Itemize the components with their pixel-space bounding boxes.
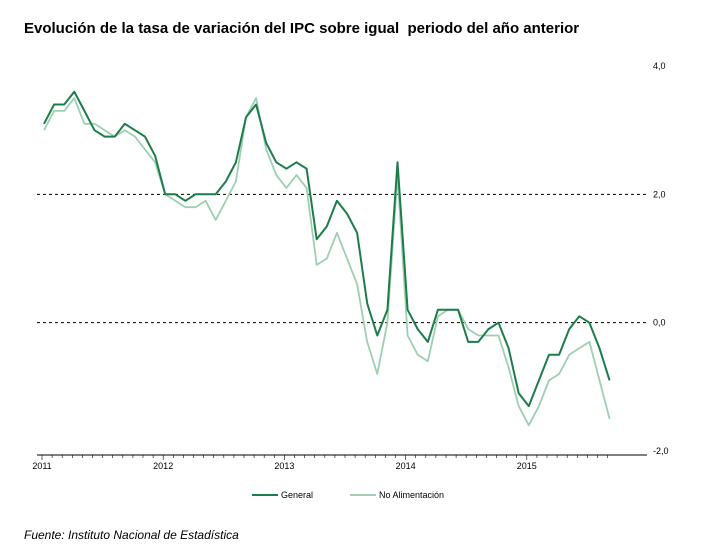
y-tick-label: 0,0 bbox=[653, 318, 666, 328]
y-axis: 4,0 2,0 0,0 -2,0 bbox=[653, 61, 669, 456]
y-tick-label: 4,0 bbox=[653, 61, 666, 71]
legend: General No Alimentación bbox=[252, 490, 444, 500]
series-lines bbox=[43, 90, 611, 427]
x-axis: 2011 2012 2013 2014 2015 bbox=[32, 454, 647, 471]
y-tick-label: 2,0 bbox=[653, 189, 666, 199]
chart-title: Evolución de la tasa de variación del IP… bbox=[24, 20, 580, 37]
series-line-general bbox=[43, 90, 611, 408]
legend-label-0: General bbox=[281, 490, 313, 500]
x-tick-label: 2014 bbox=[396, 461, 416, 471]
x-tick-label: 2012 bbox=[153, 461, 173, 471]
legend-label-1: No Alimentación bbox=[379, 490, 444, 500]
x-tick-label: 2013 bbox=[274, 461, 294, 471]
source-note: Fuente: Instituto Nacional de Estadístic… bbox=[24, 528, 239, 542]
y-tick-label: -2,0 bbox=[653, 446, 669, 456]
reference-lines bbox=[37, 193, 647, 324]
x-tick-label: 2011 bbox=[32, 461, 51, 471]
series-line-no-alimentacion bbox=[43, 97, 611, 427]
x-tick-label: 2015 bbox=[517, 461, 537, 471]
